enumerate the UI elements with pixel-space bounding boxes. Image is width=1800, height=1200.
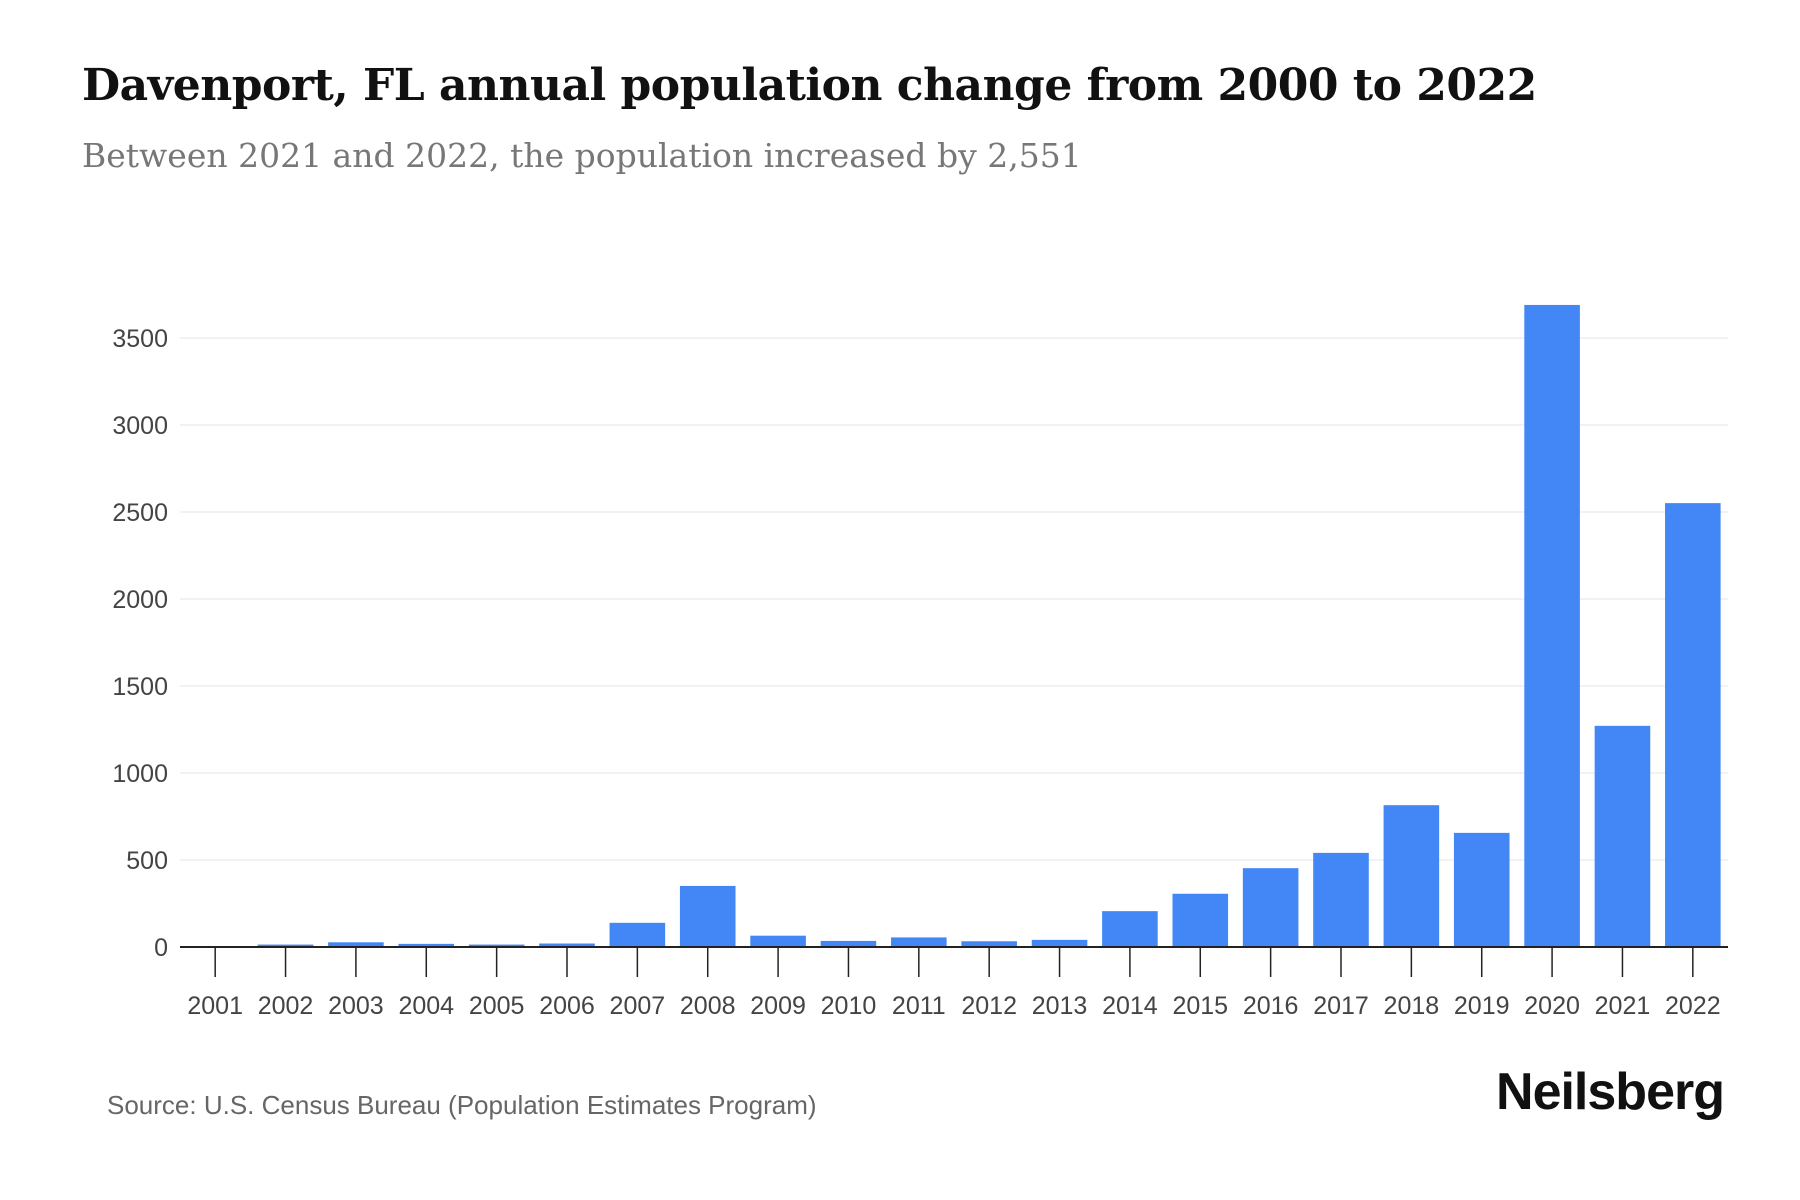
bar-2003 [328, 942, 384, 947]
x-tick-label: 2020 [1524, 992, 1580, 1020]
bar-2019 [1453, 832, 1510, 947]
bar-2013 [1031, 939, 1088, 947]
bar-2010 [820, 940, 877, 947]
x-tick-label: 2002 [258, 992, 314, 1020]
bar-2017 [1313, 852, 1369, 947]
x-tick-label: 2010 [821, 992, 877, 1020]
x-tick-label: 2021 [1595, 992, 1651, 1020]
bar-2002 [257, 944, 314, 947]
x-tick-label: 2006 [539, 992, 595, 1020]
x-tick-label: 2008 [680, 992, 736, 1020]
bar-2011 [891, 937, 947, 947]
bar-2006 [539, 943, 595, 947]
x-tick-label: 2001 [187, 992, 243, 1020]
bar-2016 [1242, 868, 1299, 947]
y-tick-label: 1000 [112, 760, 168, 788]
bar-2004 [398, 943, 455, 947]
bar-2015 [1172, 893, 1229, 947]
bar-2018 [1383, 805, 1440, 947]
bar-2008 [679, 885, 736, 947]
x-tick-label: 2012 [961, 992, 1017, 1020]
x-tick-label: 2005 [469, 992, 525, 1020]
bar-2005 [468, 944, 525, 947]
x-tick-label: 2007 [610, 992, 666, 1020]
bar-2022 [1665, 503, 1721, 947]
bar-2007 [609, 922, 666, 947]
neilsberg-logo: Neilsberg [1496, 1063, 1725, 1121]
chart-subtitle: Between 2021 and 2022, the population in… [82, 136, 1082, 175]
y-tick-label: 3000 [112, 412, 168, 440]
y-tick-label: 3500 [112, 325, 168, 353]
x-tick-label: 2003 [328, 992, 384, 1020]
y-tick-label: 1500 [112, 673, 168, 701]
x-tick-label: 2016 [1243, 992, 1299, 1020]
chart-title: Davenport, FL annual population change f… [82, 60, 1537, 111]
bar-2020 [1524, 304, 1580, 947]
x-tick-label: 2004 [398, 992, 454, 1020]
y-tick-label: 0 [154, 934, 168, 962]
x-tick-label: 2011 [892, 992, 946, 1020]
y-tick-label: 2000 [112, 586, 168, 614]
bar-2021 [1594, 725, 1651, 947]
bar-2014 [1102, 911, 1158, 947]
y-tick-label: 2500 [112, 499, 168, 527]
x-tick-label: 2015 [1172, 992, 1228, 1020]
x-tick-label: 2019 [1454, 992, 1510, 1020]
x-tick-label: 2022 [1665, 992, 1721, 1020]
x-tick-label: 2013 [1032, 992, 1088, 1020]
y-tick-label: 500 [126, 847, 168, 875]
bar-2012 [961, 941, 1017, 947]
x-tick-label: 2018 [1384, 992, 1440, 1020]
x-tick-label: 2009 [750, 992, 806, 1020]
bar-2009 [750, 935, 806, 947]
source-note: Source: U.S. Census Bureau (Population E… [107, 1090, 817, 1120]
x-tick-label: 2014 [1102, 992, 1158, 1020]
x-tick-label: 2017 [1313, 992, 1369, 1020]
